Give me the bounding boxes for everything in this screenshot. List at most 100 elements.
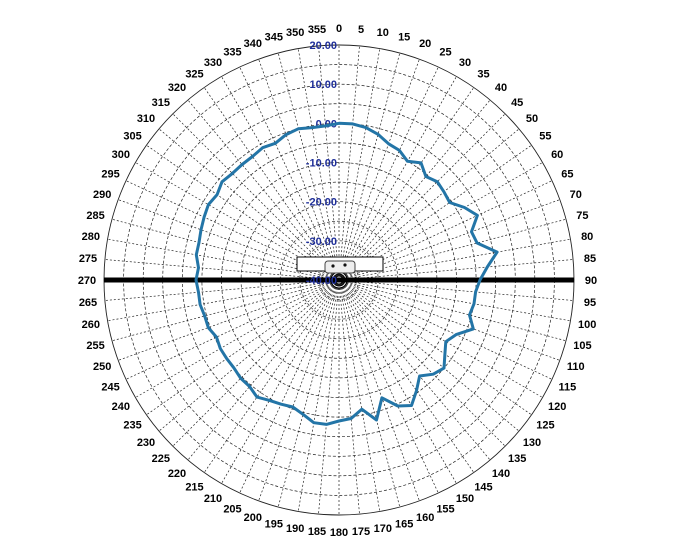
angle-tick-label: 200 (244, 512, 262, 524)
angle-tick-label: 340 (244, 38, 262, 50)
angle-tick-label: 350 (286, 27, 304, 39)
spoke-line (318, 279, 340, 515)
angle-tick-label: 170 (374, 523, 392, 535)
spoke-line (107, 279, 340, 322)
angle-tick-label: 165 (395, 518, 413, 530)
radial-tick-label: -10.00 (306, 158, 337, 170)
spoke-line (338, 279, 420, 501)
series-layer (194, 121, 499, 426)
angle-tick-label: 230 (137, 437, 155, 449)
angle-tick-label: 105 (573, 340, 591, 352)
angle-tick-label: 220 (168, 468, 186, 480)
angle-tick-label: 290 (93, 189, 111, 201)
angle-tick-label: 235 (123, 420, 141, 432)
angle-tick-label: 100 (578, 319, 596, 331)
angle-tick-label: 90 (585, 275, 597, 287)
angle-tick-label: 110 (567, 361, 585, 373)
angle-tick-label: 225 (152, 453, 170, 465)
angle-tick-label: 0 (336, 23, 342, 35)
spoke-line (338, 279, 381, 512)
angle-tick-label: 160 (416, 512, 434, 524)
angle-tick-label: 25 (439, 47, 451, 59)
angle-tick-label: 55 (539, 131, 551, 143)
spoke-line (338, 45, 360, 281)
spoke-line (338, 66, 439, 281)
angle-tick-label: 65 (561, 169, 573, 181)
device-module (324, 260, 356, 274)
spoke-line (338, 279, 439, 494)
spoke-line (338, 48, 381, 281)
angle-tick-label: 240 (112, 401, 130, 413)
angle-tick-label: 295 (101, 169, 119, 181)
spoke-line (338, 59, 420, 281)
angle-tick-label: 85 (584, 253, 596, 265)
angle-tick-label: 115 (559, 382, 577, 394)
angle-tick-label: 80 (581, 231, 593, 243)
angle-tick-label: 320 (168, 82, 186, 94)
angle-tick-label: 185 (308, 526, 326, 538)
angle-tick-label: 70 (570, 189, 582, 201)
angle-tick-label: 250 (93, 361, 111, 373)
angle-tick-label: 260 (82, 319, 100, 331)
angle-tick-label: 20 (419, 38, 431, 50)
spoke-line (111, 279, 340, 342)
radial-tick-label: 10.00 (309, 79, 337, 91)
angle-tick-label: 135 (508, 453, 526, 465)
angle-tick-label: 280 (82, 231, 100, 243)
angle-tick-label: 60 (551, 149, 563, 161)
radial-tick-label: -30.00 (306, 236, 337, 248)
angle-tick-label: 310 (137, 113, 155, 125)
angle-tick-label: 120 (548, 401, 566, 413)
angle-tick-label: 330 (204, 57, 222, 69)
angle-tick-label: 40 (495, 82, 507, 94)
angle-tick-label: 265 (79, 297, 97, 309)
angle-tick-label: 355 (308, 24, 326, 36)
angle-tick-label: 10 (377, 27, 389, 39)
spoke-line (338, 52, 401, 281)
spoke-line (111, 218, 340, 281)
device-lens-left (331, 264, 335, 268)
radial-tick-label: 20.00 (309, 40, 337, 52)
device-icon (296, 256, 384, 274)
radial-tick-label: -20.00 (306, 197, 337, 209)
angle-tick-label: 345 (265, 32, 283, 44)
spoke-line (104, 259, 340, 281)
angle-tick-label: 150 (456, 493, 474, 505)
angle-tick-label: 15 (398, 32, 410, 44)
angle-tick-label: 215 (185, 481, 203, 493)
spoke-line (338, 279, 401, 508)
angle-tick-label: 335 (223, 47, 241, 59)
spoke-line (318, 45, 340, 281)
spoke-line (107, 238, 340, 281)
angle-tick-label: 35 (477, 69, 489, 81)
angle-tick-label: 50 (526, 113, 538, 125)
angle-tick-label: 245 (101, 382, 119, 394)
angle-tick-label: 300 (112, 149, 130, 161)
angle-tick-label: 275 (79, 253, 97, 265)
angle-tick-label: 155 (436, 503, 454, 515)
angle-tick-label: 75 (576, 210, 588, 222)
angle-tick-label: 180 (330, 527, 348, 539)
angle-tick-label: 305 (123, 131, 141, 143)
angle-tick-label: 140 (492, 468, 510, 480)
angle-tick-label: 315 (152, 97, 170, 109)
radial-tick-label: -40.00 (306, 275, 337, 287)
angle-tick-label: 145 (474, 481, 492, 493)
angle-tick-label: 30 (459, 57, 471, 69)
angle-tick-label: 190 (286, 523, 304, 535)
angle-tick-label: 175 (352, 526, 370, 538)
angle-tick-label: 205 (223, 503, 241, 515)
angle-tick-label: 285 (86, 210, 104, 222)
angle-tick-label: 325 (185, 69, 203, 81)
angle-tick-label: 5 (358, 24, 364, 36)
angle-tick-label: 130 (523, 437, 541, 449)
angle-tick-label: 45 (511, 97, 523, 109)
angle-tick-label: 95 (584, 297, 596, 309)
device-lens-right (343, 263, 347, 267)
angle-tick-label: 255 (86, 340, 104, 352)
angle-tick-label: 125 (536, 420, 554, 432)
spoke-line (338, 279, 360, 515)
